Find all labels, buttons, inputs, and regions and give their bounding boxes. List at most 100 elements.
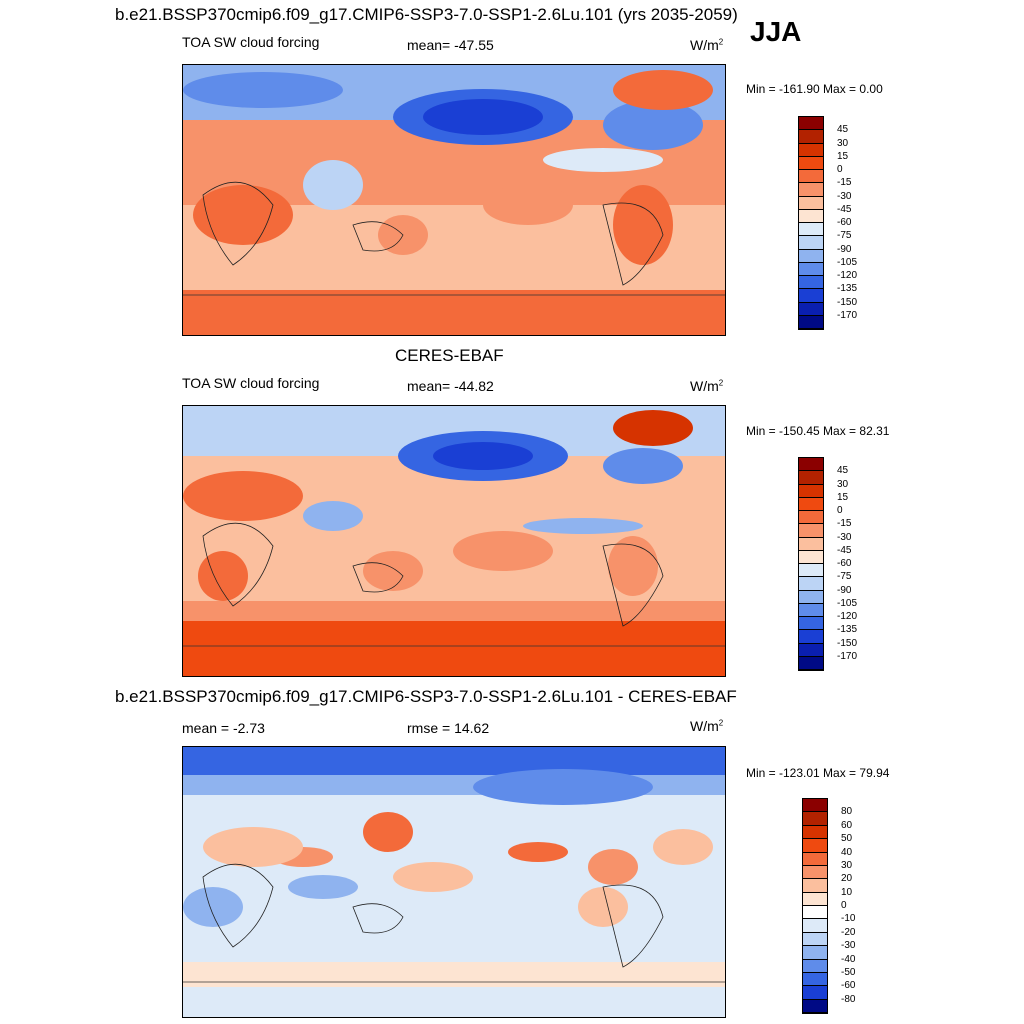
colorbar-swatch bbox=[799, 249, 823, 263]
panel2-colorbar: 45 30 15 0 -15 -30 -45 -60 -75 -90 -105 -120 -135 -15… bbox=[798, 457, 857, 671]
panel2-unit: W/m2 bbox=[690, 378, 724, 394]
colorbar-label: 15 bbox=[837, 150, 849, 162]
panel2-minmax: Min = -150.45 Max = 82.31 bbox=[746, 424, 890, 438]
colorbar-label: 15 bbox=[837, 491, 849, 503]
colorbar-label: -60 bbox=[837, 558, 852, 569]
colorbar-swatch bbox=[799, 315, 823, 329]
panel1-colorbar: 45 30 15 0 -15 -30 -45 -60 -75 -90 -105 -120 -135 -15… bbox=[798, 116, 857, 330]
colorbar-label: 40 bbox=[841, 846, 853, 858]
colorbar-swatch bbox=[803, 892, 827, 906]
colorbar-swatch bbox=[803, 972, 827, 987]
colorbar-label: -75 bbox=[837, 571, 852, 583]
colorbar-swatch bbox=[799, 577, 823, 591]
colorbar-label: -20 bbox=[841, 926, 856, 938]
colorbar-label: -135 bbox=[837, 283, 858, 295]
panel3-minmax: Min = -123.01 Max = 79.94 bbox=[746, 766, 890, 780]
colorbar-label: -150 bbox=[837, 296, 858, 308]
panel2-map bbox=[182, 405, 726, 677]
colorbar-swatch bbox=[799, 302, 823, 316]
panel1-unit: W/m2 bbox=[690, 37, 724, 53]
colorbar-swatch bbox=[803, 812, 827, 826]
panel1-variable: TOA SW cloud forcing bbox=[182, 34, 320, 50]
colorbar-label: -60 bbox=[837, 217, 852, 228]
colorbar-swatch bbox=[799, 511, 823, 525]
colorbar-label: -10 bbox=[841, 913, 856, 925]
panel2-mean: mean= -44.82 bbox=[407, 378, 494, 394]
colorbar-swatch bbox=[799, 262, 823, 276]
panel3-unit: W/m2 bbox=[690, 718, 724, 734]
colorbar-label: -170 bbox=[837, 650, 858, 662]
colorbar-swatch bbox=[799, 603, 823, 617]
colorbar-swatch bbox=[799, 236, 823, 250]
colorbar-swatch bbox=[799, 183, 823, 197]
colorbar-swatch bbox=[799, 643, 823, 657]
colorbar-label: 60 bbox=[841, 819, 853, 831]
colorbar-label: 30 bbox=[837, 478, 849, 490]
colorbar-swatch bbox=[803, 865, 827, 880]
panel1-map bbox=[182, 64, 726, 336]
colorbar-label: 0 bbox=[841, 900, 847, 911]
colorbar-swatch bbox=[799, 209, 823, 223]
colorbar-label: 50 bbox=[841, 833, 853, 845]
panel1-mean: mean= -47.55 bbox=[407, 37, 494, 53]
colorbar-label: -135 bbox=[837, 624, 858, 636]
colorbar-label: -75 bbox=[837, 230, 852, 242]
colorbar-swatch bbox=[799, 656, 823, 670]
colorbar-label: -150 bbox=[837, 637, 858, 649]
colorbar-swatch bbox=[803, 852, 827, 866]
colorbar-swatch bbox=[799, 276, 823, 290]
panel3-colorbar: 80 60 50 40 30 20 10 0 -10 -20 -30 -40 -50 -60 -80 bbox=[802, 798, 855, 1014]
colorbar-label: 45 bbox=[837, 465, 849, 477]
colorbar-swatch bbox=[799, 471, 823, 485]
colorbar-label: -90 bbox=[837, 243, 852, 255]
colorbar-swatch bbox=[803, 919, 827, 933]
colorbar-swatch bbox=[799, 196, 823, 210]
panel3-heading: b.e21.BSSP370cmip6.f09_g17.CMIP6-SSP3-7.… bbox=[115, 687, 737, 706]
panel3-rmse: rmse = 14.62 bbox=[407, 720, 490, 736]
colorbar-swatch bbox=[803, 906, 827, 920]
colorbar-label: 30 bbox=[837, 137, 849, 149]
panel2-variable: TOA SW cloud forcing bbox=[182, 375, 320, 391]
colorbar-swatch bbox=[799, 537, 823, 551]
colorbar-label: -45 bbox=[837, 203, 852, 215]
colorbar-swatch bbox=[799, 130, 823, 144]
colorbar-swatch bbox=[799, 143, 823, 157]
colorbar-swatch bbox=[803, 879, 827, 893]
colorbar-swatch bbox=[799, 630, 823, 644]
colorbar-label: 30 bbox=[841, 859, 853, 871]
colorbar-label: 20 bbox=[841, 873, 853, 885]
colorbar-label: -15 bbox=[837, 177, 852, 189]
panel2-heading: CERES-EBAF bbox=[395, 346, 504, 365]
colorbar-label: -105 bbox=[837, 256, 858, 268]
colorbar-swatch bbox=[803, 932, 827, 947]
colorbar-swatch bbox=[799, 117, 823, 131]
colorbar-swatch bbox=[803, 986, 827, 1000]
colorbar-label: 80 bbox=[841, 806, 853, 818]
colorbar-label: -80 bbox=[841, 993, 856, 1005]
colorbar-label: -60 bbox=[841, 980, 856, 992]
colorbar-label: -50 bbox=[841, 966, 856, 978]
colorbar-label: -30 bbox=[837, 531, 852, 543]
colorbar-swatch bbox=[799, 458, 823, 472]
panel3-map bbox=[182, 746, 726, 1018]
colorbar-label: -15 bbox=[837, 518, 852, 530]
colorbar-label: 10 bbox=[841, 886, 853, 898]
colorbar-label: -120 bbox=[837, 611, 858, 622]
colorbar-swatch bbox=[799, 497, 823, 511]
figure-title: b.e21.BSSP370cmip6.f09_g17.CMIP6-SSP3-7.… bbox=[115, 5, 738, 24]
colorbar-label: -105 bbox=[837, 597, 858, 609]
colorbar-label: -45 bbox=[837, 544, 852, 556]
colorbar-swatch bbox=[799, 550, 823, 564]
colorbar-swatch bbox=[799, 524, 823, 538]
colorbar-swatch bbox=[803, 999, 827, 1013]
colorbar-swatch bbox=[799, 223, 823, 237]
colorbar-label: -90 bbox=[837, 584, 852, 596]
colorbar-label: -30 bbox=[837, 190, 852, 202]
colorbar-swatch bbox=[799, 564, 823, 578]
colorbar-swatch bbox=[799, 289, 823, 303]
panel1-minmax: Min = -161.90 Max = 0.00 bbox=[746, 82, 883, 96]
colorbar-swatch bbox=[799, 590, 823, 604]
colorbar-swatch bbox=[803, 959, 827, 973]
season-label: JJA bbox=[750, 16, 802, 47]
colorbar-swatch bbox=[803, 799, 827, 813]
